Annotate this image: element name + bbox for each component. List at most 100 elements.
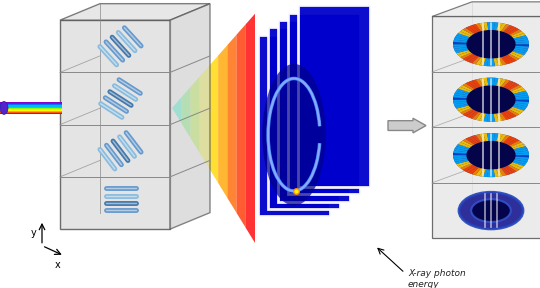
- Polygon shape: [453, 151, 467, 154]
- Polygon shape: [511, 51, 524, 57]
- Polygon shape: [454, 37, 468, 41]
- Polygon shape: [494, 78, 499, 86]
- Polygon shape: [505, 166, 516, 173]
- Polygon shape: [454, 47, 468, 51]
- Text: y: y: [30, 228, 36, 238]
- Polygon shape: [456, 50, 470, 55]
- Polygon shape: [483, 22, 488, 30]
- Polygon shape: [60, 20, 170, 229]
- Polygon shape: [480, 58, 486, 66]
- Polygon shape: [501, 135, 510, 143]
- Polygon shape: [463, 165, 475, 171]
- Polygon shape: [516, 97, 529, 100]
- Polygon shape: [246, 14, 255, 243]
- Polygon shape: [172, 97, 181, 123]
- Polygon shape: [491, 114, 495, 122]
- Text: X-ray photon
energy: X-ray photon energy: [408, 270, 465, 288]
- Polygon shape: [455, 160, 468, 164]
- Polygon shape: [516, 155, 529, 158]
- Polygon shape: [476, 113, 483, 121]
- Polygon shape: [458, 51, 471, 57]
- Polygon shape: [516, 153, 529, 155]
- Polygon shape: [483, 133, 488, 141]
- Polygon shape: [460, 141, 472, 147]
- Polygon shape: [496, 78, 503, 86]
- Polygon shape: [460, 53, 472, 59]
- Polygon shape: [0, 105, 62, 107]
- Polygon shape: [456, 161, 470, 166]
- Polygon shape: [515, 40, 529, 43]
- Polygon shape: [503, 56, 514, 63]
- Text: x: x: [55, 260, 60, 270]
- Polygon shape: [494, 133, 499, 141]
- Polygon shape: [508, 109, 519, 116]
- Polygon shape: [496, 58, 503, 66]
- Polygon shape: [512, 89, 526, 94]
- Polygon shape: [491, 22, 495, 30]
- Polygon shape: [237, 24, 246, 228]
- Polygon shape: [469, 56, 478, 63]
- Polygon shape: [465, 55, 476, 62]
- Polygon shape: [496, 169, 503, 177]
- Polygon shape: [498, 79, 507, 87]
- Polygon shape: [465, 82, 476, 89]
- Polygon shape: [509, 164, 522, 170]
- Polygon shape: [483, 114, 488, 122]
- Polygon shape: [456, 105, 470, 111]
- Polygon shape: [512, 50, 526, 55]
- Polygon shape: [487, 114, 491, 122]
- Polygon shape: [469, 167, 478, 174]
- Polygon shape: [460, 29, 472, 36]
- Polygon shape: [487, 169, 491, 177]
- Polygon shape: [0, 113, 62, 114]
- Polygon shape: [515, 157, 529, 160]
- Polygon shape: [508, 139, 519, 145]
- Polygon shape: [480, 134, 486, 141]
- Polygon shape: [465, 166, 476, 173]
- Polygon shape: [453, 155, 467, 158]
- Polygon shape: [512, 161, 526, 166]
- Polygon shape: [463, 139, 475, 145]
- Polygon shape: [455, 146, 468, 151]
- Polygon shape: [465, 110, 476, 118]
- Polygon shape: [498, 113, 507, 121]
- Polygon shape: [455, 104, 468, 109]
- Polygon shape: [288, 13, 360, 194]
- Polygon shape: [455, 35, 468, 40]
- Polygon shape: [454, 93, 468, 97]
- Polygon shape: [515, 158, 528, 162]
- Polygon shape: [505, 137, 516, 145]
- Polygon shape: [453, 40, 467, 43]
- Polygon shape: [498, 168, 507, 176]
- Polygon shape: [511, 31, 524, 37]
- Polygon shape: [476, 79, 483, 87]
- Polygon shape: [0, 111, 62, 112]
- Polygon shape: [503, 25, 514, 33]
- Polygon shape: [512, 33, 526, 38]
- Ellipse shape: [472, 200, 510, 221]
- Polygon shape: [472, 79, 481, 87]
- Polygon shape: [453, 157, 467, 160]
- Ellipse shape: [262, 64, 326, 206]
- Polygon shape: [509, 108, 522, 114]
- Polygon shape: [456, 33, 470, 38]
- Polygon shape: [454, 148, 468, 152]
- Polygon shape: [458, 31, 471, 37]
- Polygon shape: [515, 151, 529, 154]
- Polygon shape: [460, 85, 472, 91]
- Polygon shape: [515, 93, 528, 97]
- Polygon shape: [432, 16, 540, 238]
- Polygon shape: [268, 27, 340, 209]
- Polygon shape: [487, 133, 491, 141]
- Polygon shape: [503, 111, 514, 119]
- Ellipse shape: [467, 30, 516, 58]
- Polygon shape: [515, 47, 528, 51]
- Polygon shape: [515, 95, 529, 98]
- Polygon shape: [463, 28, 475, 35]
- Polygon shape: [472, 24, 481, 32]
- Polygon shape: [453, 46, 467, 49]
- Polygon shape: [508, 28, 519, 35]
- Polygon shape: [480, 23, 486, 31]
- Polygon shape: [512, 144, 526, 149]
- Polygon shape: [0, 112, 62, 113]
